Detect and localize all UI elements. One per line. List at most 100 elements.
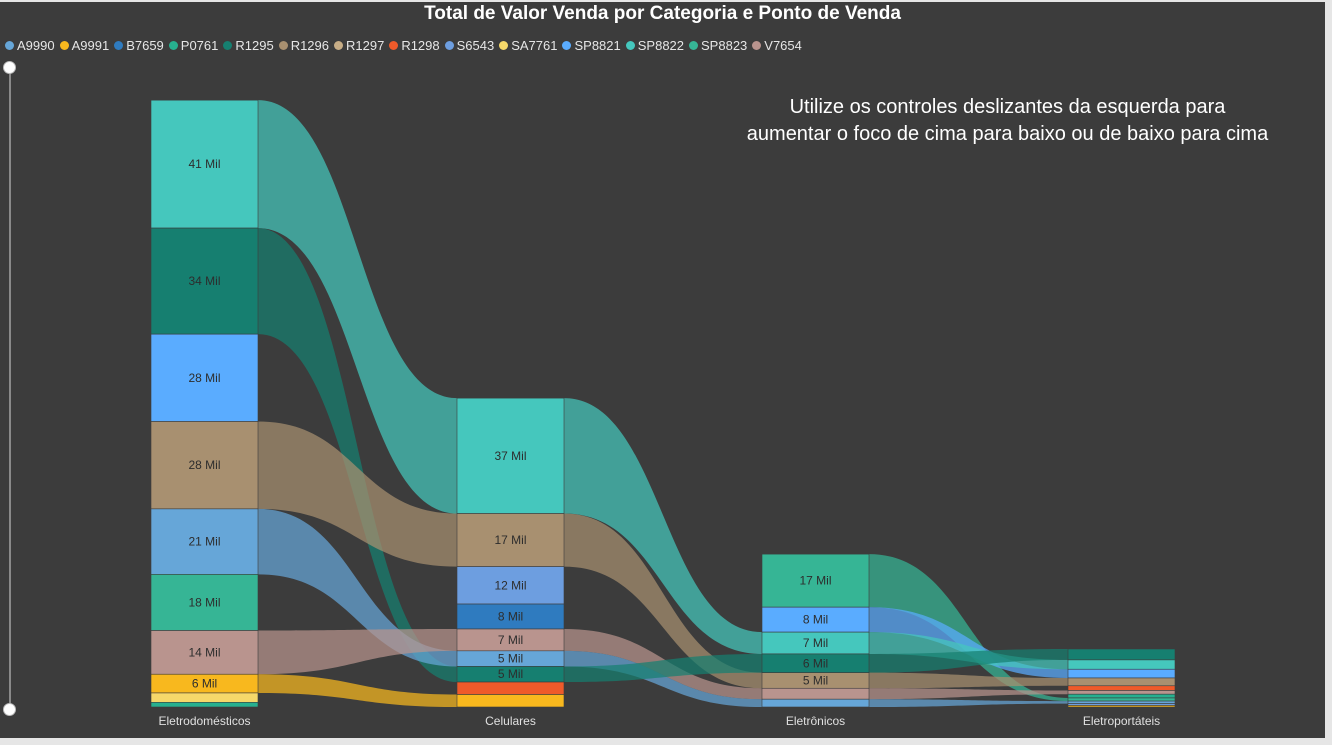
node-value-label: 28 Mil: [188, 371, 220, 385]
node-sp8822[interactable]: [456, 397, 565, 514]
node-value-label: 28 Mil: [188, 458, 220, 472]
category-labels: Eletrodomésticos Celulares Eletrônicos Elet…: [158, 714, 1160, 728]
legend-item-v7654[interactable]: V7654: [752, 38, 802, 53]
legend-marker: [389, 40, 399, 50]
legend-marker: [562, 40, 572, 50]
node-a9990[interactable]: [761, 698, 870, 708]
flow-link-sp8821[interactable]: [869, 607, 1068, 678]
category-label: Eletrônicos: [786, 714, 845, 728]
node-value-label: 12 Mil: [494, 578, 526, 592]
legend-label: A9990: [17, 37, 55, 53]
flow-nodes: 41 Mil 34 Mil 28 Mil 28 Mil 21 Mil 18 Mil 14 M…: [150, 99, 1176, 708]
node-value-label: 6 Mil: [803, 656, 828, 670]
legend-marker: [625, 40, 635, 50]
legend-label: R1296: [290, 37, 329, 53]
node-a9990[interactable]: [1067, 700, 1176, 704]
node-value-label: 34 Mil: [188, 274, 220, 288]
flow-link-sp8822[interactable]: [564, 398, 762, 654]
node-value-label: 17 Mil: [799, 574, 831, 588]
node-sp8821[interactable]: [1067, 668, 1176, 679]
node-a9991[interactable]: [456, 694, 565, 708]
node-p0761[interactable]: [150, 702, 259, 708]
legend-item-r1296[interactable]: R1296: [278, 37, 329, 53]
legend-item-a9990[interactable]: A9990: [5, 38, 55, 53]
legend: A9990 A9991 B7659 P0761 R1295 R1296 R1297 R1298…: [5, 36, 807, 54]
node-sa7761[interactable]: [150, 692, 259, 703]
node-sp8822[interactable]: [150, 99, 259, 229]
legend-item-s6543[interactable]: S6543: [444, 38, 494, 53]
flow-link-a9990[interactable]: [564, 650, 762, 707]
flow-link-r1295[interactable]: [258, 228, 457, 683]
legend-item-a9991[interactable]: A9991: [59, 37, 110, 53]
node-v7654[interactable]: [1067, 690, 1176, 695]
flow-link-v7654[interactable]: [258, 629, 457, 675]
focus-slider-bottom-handle[interactable]: [3, 703, 16, 716]
flow-link-sp8822[interactable]: [258, 100, 457, 514]
legend-item-r1297[interactable]: R1297: [334, 38, 384, 53]
node-sp8823[interactable]: [1067, 697, 1176, 702]
node-v7654[interactable]: [150, 630, 259, 675]
flow-link-a9990[interactable]: [258, 508, 457, 667]
legend-label: R1295: [235, 37, 274, 53]
flow-link-sp8823[interactable]: [869, 554, 1068, 702]
legend-label: SP8823: [701, 37, 748, 53]
node-value-label: 37 Mil: [494, 449, 526, 463]
flow-link-r1295[interactable]: [564, 653, 762, 683]
node-sp8823[interactable]: [150, 574, 259, 631]
legend-label: SA7761: [511, 37, 558, 53]
legend-item-b7659[interactable]: B7659: [114, 38, 164, 53]
node-v7654[interactable]: [761, 687, 870, 700]
legend-label: A9991: [71, 37, 110, 53]
node-a9990[interactable]: [150, 508, 259, 575]
node-sp8821[interactable]: [150, 333, 259, 422]
legend-marker: [444, 40, 454, 50]
legend-item-sp8823[interactable]: SP8823: [689, 38, 747, 53]
node-value-label: 5 Mil: [498, 652, 523, 666]
flow-link-r1296[interactable]: [564, 513, 762, 689]
chart-title: Total de Valor Venda por Categoria e Pon…: [424, 3, 901, 24]
legend-label: SP8822: [637, 37, 685, 53]
node-r1295[interactable]: [1067, 648, 1176, 661]
focus-slider-track[interactable]: [9, 67, 11, 709]
node-sp8821[interactable]: [761, 606, 870, 633]
legend-marker: [752, 40, 762, 50]
legend-marker: [334, 40, 343, 50]
legend-label: R1297: [346, 37, 385, 53]
legend-item-sp8821[interactable]: SP8821: [562, 37, 621, 53]
node-r1298[interactable]: [456, 681, 565, 695]
node-r1296[interactable]: [150, 421, 259, 510]
node-r1298[interactable]: [1067, 685, 1176, 691]
legend-label: P0761: [180, 37, 219, 53]
flow-link-r1296[interactable]: [258, 421, 457, 567]
instruction-note-line1: Utilize os controles deslizantes da esqu…: [789, 96, 1226, 118]
node-r1296[interactable]: [1067, 677, 1176, 687]
legend-item-r1295[interactable]: R1295: [223, 37, 274, 53]
flow-link-a9990[interactable]: [869, 699, 1068, 707]
legend-item-sp8822[interactable]: SP8822: [625, 37, 685, 53]
legend-marker: [689, 40, 699, 50]
flow-link-r1296[interactable]: [869, 672, 1068, 689]
node-sp8823[interactable]: [761, 553, 870, 608]
legend-marker: [168, 40, 178, 50]
legend-marker: [59, 40, 69, 50]
node-a9991[interactable]: [1067, 705, 1176, 708]
flow-link-v7654[interactable]: [869, 688, 1068, 700]
node-r1295[interactable]: [150, 227, 259, 335]
category-label: Eletroportáteis: [1083, 714, 1160, 728]
legend-item-p0761[interactable]: P0761: [168, 37, 219, 53]
legend-marker: [114, 40, 124, 50]
node-p0761[interactable]: [1067, 693, 1176, 699]
flow-link-a9991[interactable]: [258, 674, 457, 707]
category-label: Celulares: [485, 714, 536, 728]
legend-item-r1298[interactable]: R1298: [389, 38, 440, 53]
node-sp8822[interactable]: [1067, 659, 1176, 670]
node-value-label: 41 Mil: [188, 157, 220, 171]
flow-link-r1295[interactable]: [869, 648, 1068, 673]
legend-item-sa7761[interactable]: SA7761: [499, 38, 557, 53]
focus-slider-top-handle[interactable]: [3, 61, 16, 74]
node-r1296[interactable]: [456, 513, 565, 567]
legend-label: SP8821: [574, 37, 621, 53]
legend-label: V7654: [764, 37, 802, 53]
node-value-label: 21 Mil: [188, 535, 220, 549]
